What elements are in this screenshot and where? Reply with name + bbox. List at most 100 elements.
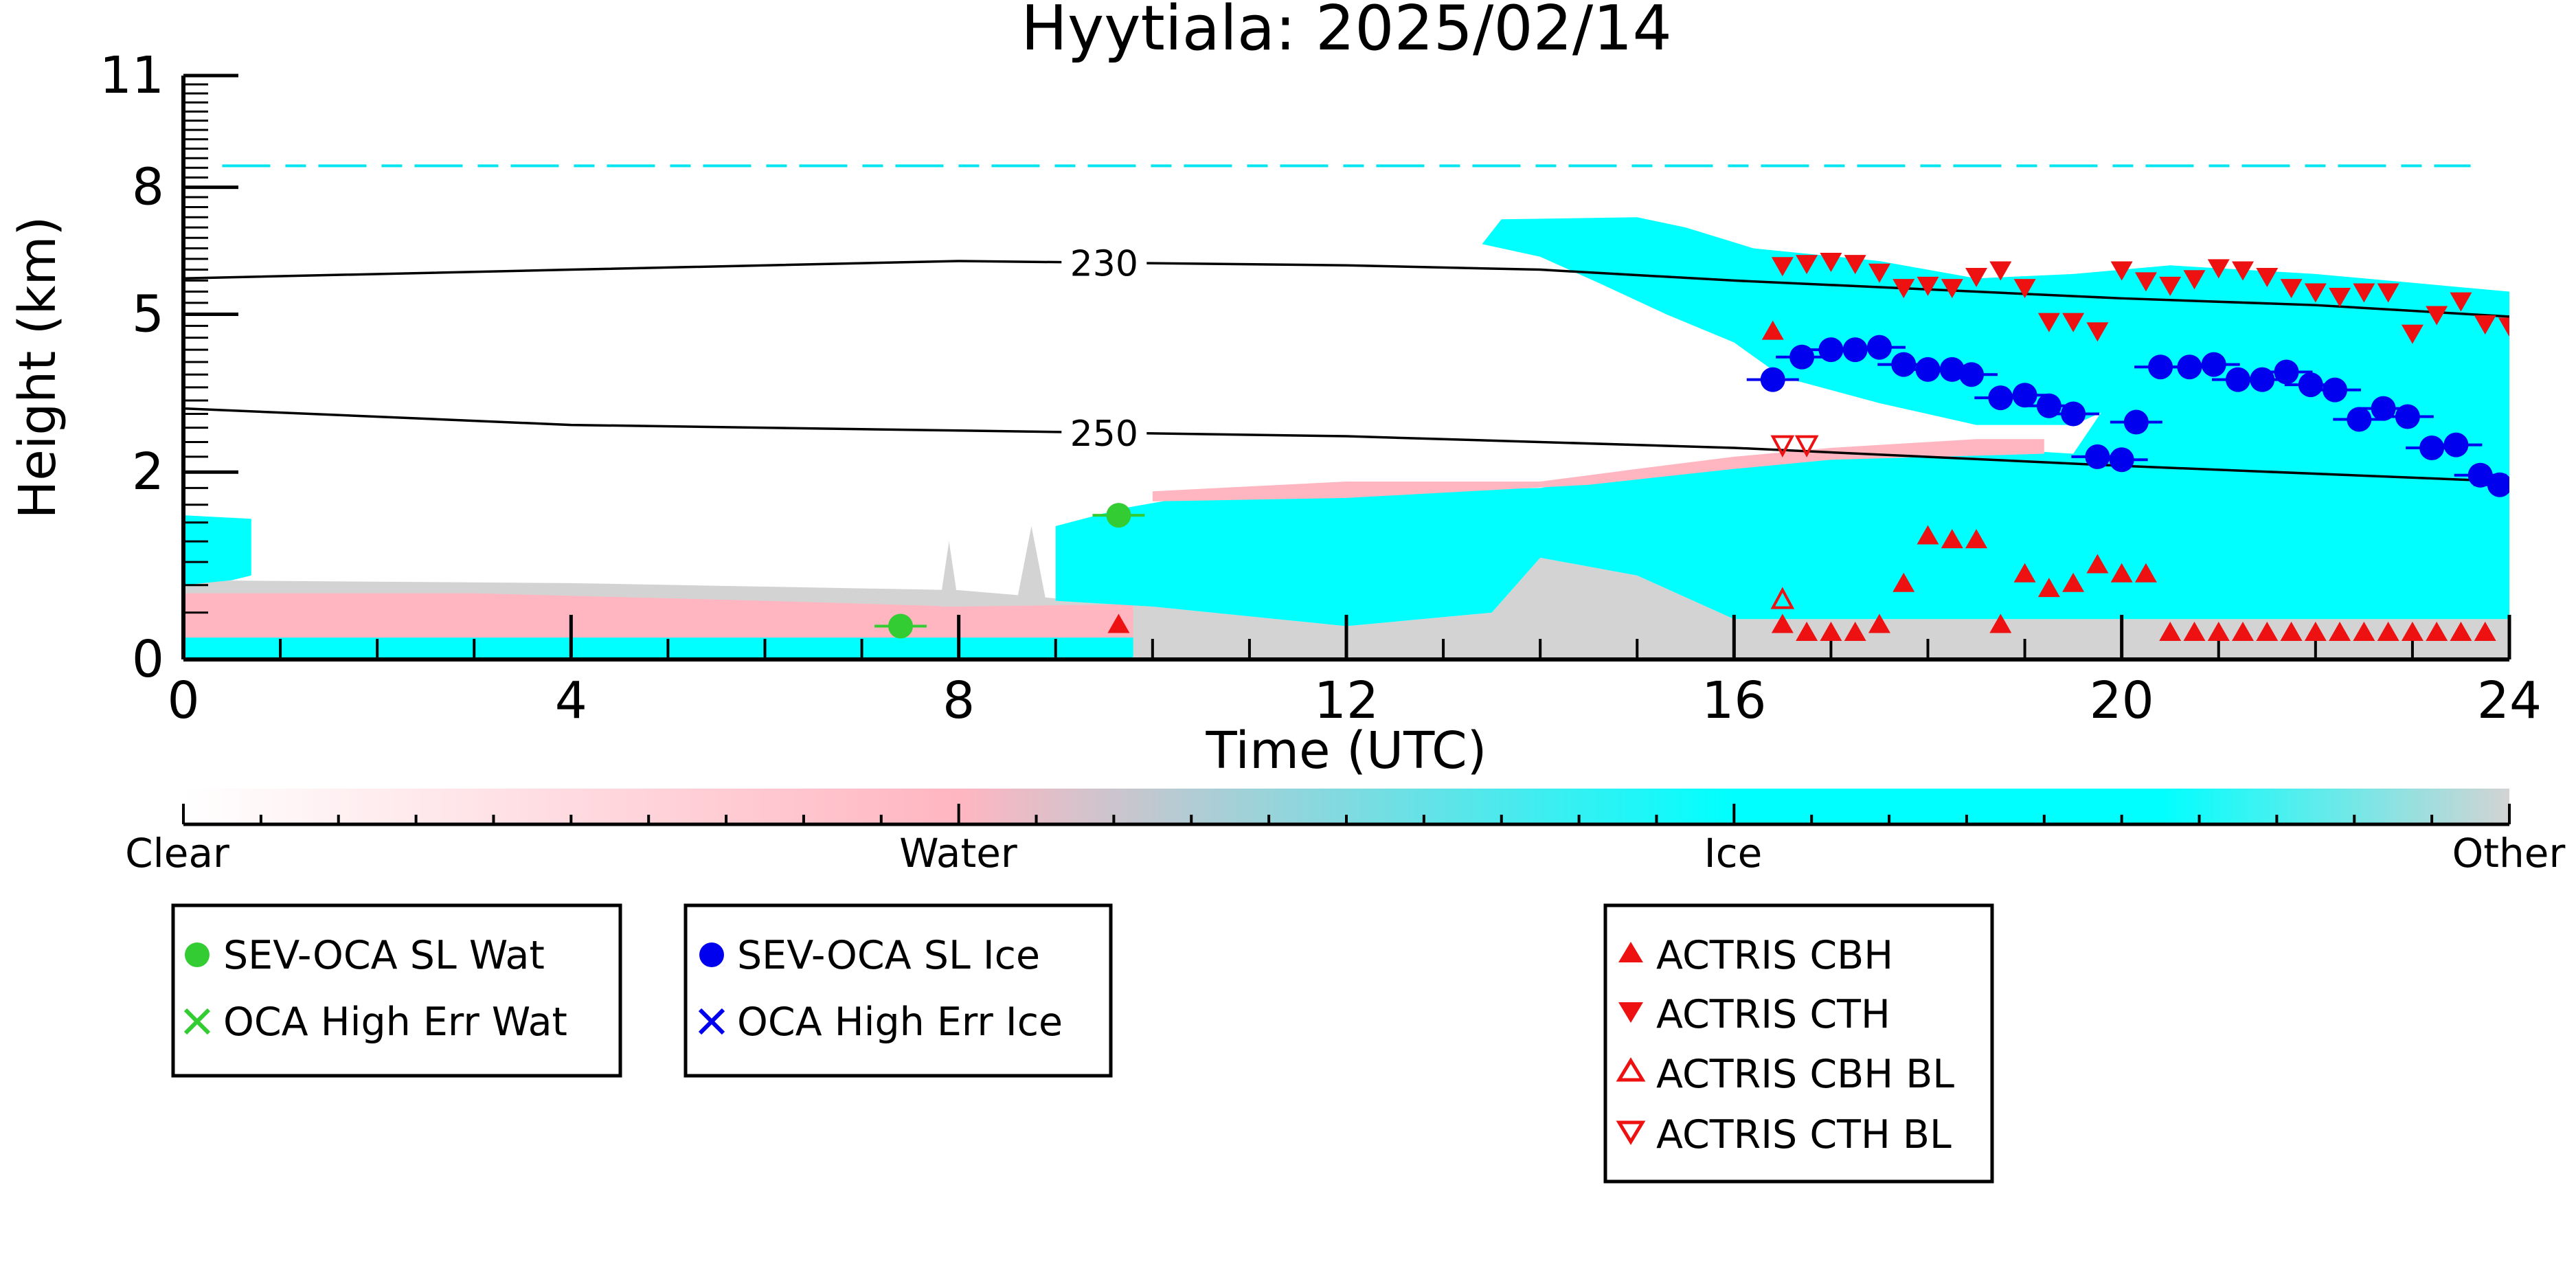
- marker-actris-cth-15: [2134, 272, 2157, 292]
- marker-sev-oca-sl-ice-17: [2177, 354, 2202, 380]
- marker-sev-oca-sl-ice-14: [2109, 447, 2134, 473]
- x-tick-label-4: 4: [555, 671, 587, 730]
- legend-label-sev-oca-ice: SEV-OCA SL Ice: [737, 933, 1040, 978]
- marker-actris-cbh-24: [2304, 621, 2327, 641]
- y-tick-label-8: 8: [132, 158, 164, 217]
- marker-sev-oca-sl-ice-21: [2274, 359, 2299, 385]
- marker-actris-cbh-6: [1868, 613, 1890, 633]
- contour-line-230: [183, 260, 2509, 318]
- field-water-mid: [1152, 439, 2044, 501]
- marker-sev-oca-sl-ice-27: [2419, 435, 2445, 460]
- marker-actris-cth-0: [1771, 257, 1794, 277]
- x-tick-label-16: 16: [1702, 671, 1766, 730]
- marker-actris-cth-3: [1844, 255, 1866, 275]
- legend-box-water: [171, 903, 622, 1078]
- legend-label-actris-cbh: ACTRIS CBH: [1656, 933, 1893, 978]
- marker-sev-oca-sl-ice-15: [2123, 409, 2149, 435]
- marker-actris-cth-18: [2207, 259, 2230, 279]
- legend-water: SEV-OCA SL Wat OCA High Err Wat: [171, 903, 622, 1078]
- marker-actris-cth-5: [1893, 279, 1915, 299]
- marker-actris-cth-20: [2256, 268, 2279, 288]
- marker-actris-cth-27: [2426, 306, 2448, 326]
- colorbar-ticks: [182, 804, 2511, 824]
- marker-sev-oca-sl-ice-13: [2085, 444, 2110, 469]
- x-tick-label-24: 24: [2477, 671, 2542, 730]
- legend-marker-oca-err-wat: [183, 1008, 211, 1035]
- legend-label-actris-cth: ACTRIS CTH: [1656, 992, 1890, 1037]
- marker-actris-cth-28: [2450, 292, 2472, 312]
- marker-sev-oca-sl-ice-10: [2012, 383, 2037, 408]
- legend-ice: SEV-OCA SL Ice OCA High Err Ice: [683, 903, 1113, 1078]
- plot-axes: 0 2 5 8 11 0 4 8 12 16 20 24: [100, 46, 2542, 730]
- x-tick-label-0: 0: [167, 671, 199, 730]
- colorbar-label-other: Other: [2452, 830, 2566, 877]
- marker-actris-cth-2: [1820, 253, 1842, 273]
- contour-label-bg-230: [1061, 242, 1147, 284]
- marker-actris-cth-6: [1917, 276, 1939, 296]
- marker-actris-cbh-10: [1965, 529, 1988, 549]
- y-tick-label-5: 5: [132, 284, 164, 343]
- marker-actris-cbh-9: [1941, 529, 1963, 549]
- field-other-spike-2: [1017, 526, 1046, 601]
- marker-sev-oca-sl-ice-20: [2250, 367, 2275, 392]
- marker-actris-cth-23: [2329, 288, 2351, 308]
- y-tick-label-11: 11: [100, 46, 164, 105]
- legend-marker-actris-cbh-bl: [1616, 1057, 1646, 1082]
- chart-title: Hyytiala: 2025/02/14: [1021, 0, 1671, 65]
- marker-actris-cbh-2: [1771, 613, 1794, 633]
- marker-actris-cbh-19: [2183, 621, 2206, 641]
- marker-sev-oca-sl-ice-26: [2395, 404, 2420, 429]
- marker-actris-cth-29: [2474, 315, 2496, 335]
- marker-sev-oca-sl-wat-0: [888, 613, 914, 639]
- marker-actris-cbh-15: [2086, 554, 2109, 574]
- marker-actris-cth-9: [1989, 261, 2012, 281]
- marker-actris-cbh-25: [2329, 621, 2351, 641]
- x-tick-label-12: 12: [1314, 671, 1379, 730]
- marker-sev-oca-sl-ice-23: [2323, 377, 2348, 403]
- legend-marker-actris-cbh: [1618, 942, 1643, 962]
- marker-sev-oca-sl-ice-28: [2443, 432, 2469, 457]
- colorbar-label-ice: Ice: [1704, 830, 1763, 877]
- y-tick-label-0: 0: [132, 630, 164, 689]
- marker-actris-cbh-20: [2207, 621, 2230, 641]
- legend-marker-actris-cth-bl: [1616, 1120, 1646, 1145]
- marker-actris-cbh-27: [2377, 621, 2399, 641]
- marker-actris-cth-25: [2377, 283, 2399, 303]
- marker-actris-cth-bl-1: [1794, 435, 1819, 457]
- legend-label-oca-err-ice: OCA High Err Ice: [737, 999, 1063, 1045]
- marker-actris-cbh-12: [2013, 563, 2036, 583]
- marker-actris-cbh-22: [2256, 621, 2279, 641]
- marker-actris-cth-24: [2353, 283, 2375, 303]
- colorbar-label-water: Water: [899, 830, 1017, 877]
- marker-sev-oca-sl-ice-30: [2487, 472, 2509, 497]
- legend-marker-oca-err-ice: [698, 1008, 725, 1035]
- marker-actris-cth-17: [2183, 270, 2206, 290]
- marker-actris-cbh-4: [1820, 621, 1842, 641]
- marker-actris-cth-13: [2086, 322, 2109, 342]
- marker-actris-cbh-31: [2474, 621, 2496, 641]
- marker-actris-cth-19: [2232, 261, 2255, 281]
- legend-box-ice: [683, 903, 1113, 1078]
- marker-sev-oca-sl-ice-18: [2201, 352, 2226, 377]
- legend-actris: ACTRIS CBH ACTRIS CTH ACTRIS CBH BL ACTR…: [1603, 903, 1994, 1184]
- field-ice-early: [183, 515, 251, 585]
- legend-label-actris-cth-bl: ACTRIS CTH BL: [1656, 1112, 1952, 1157]
- legend-marker-actris-cth: [1618, 1002, 1643, 1023]
- marker-actris-cbh-3: [1796, 621, 1818, 641]
- contour-label-230: 230: [1070, 243, 1138, 284]
- marker-sev-oca-sl-ice-16: [2148, 354, 2173, 380]
- marker-sev-oca-sl-ice-22: [2298, 372, 2323, 398]
- marker-actris-cbh-5: [1844, 621, 1866, 641]
- marker-actris-cbh-29: [2426, 621, 2448, 641]
- marker-sev-oca-sl-ice-9: [1988, 385, 2013, 411]
- field-ice-main: [1055, 319, 2509, 626]
- legend-marker-sev-oca-wat: [185, 942, 210, 967]
- x-tick-label-8: 8: [942, 671, 975, 730]
- marker-sev-oca-sl-ice-24: [2347, 407, 2372, 432]
- marker-actris-cbh-bl-0: [1770, 587, 1795, 609]
- field-ice-surface: [183, 637, 1133, 659]
- marker-actris-cth-bl-0: [1770, 435, 1795, 457]
- marker-actris-cbh-18: [2159, 621, 2182, 641]
- marker-sev-oca-sl-wat-1: [1106, 503, 1131, 528]
- marker-actris-cbh-21: [2232, 621, 2255, 641]
